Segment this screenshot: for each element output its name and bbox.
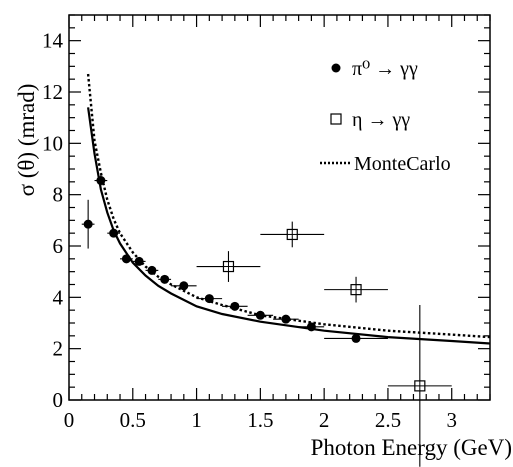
x-tick-label: 0: [64, 408, 75, 432]
x-axis-title: Photon Energy (GeV): [311, 435, 512, 460]
x-tick-label: 2: [319, 408, 330, 432]
y-tick-label: 4: [53, 285, 64, 309]
filled-circle-marker: [255, 310, 265, 320]
y-tick-label: 0: [53, 388, 64, 412]
filled-circle-marker: [96, 176, 106, 186]
filled-circle-marker: [109, 228, 119, 238]
y-tick-label: 6: [53, 234, 64, 258]
pi0-data-point: [222, 301, 248, 311]
legend-entry-montecarlo: MonteCarlo: [320, 153, 451, 175]
legend-marker-open-square: [330, 113, 342, 125]
fit-curves: [86, 73, 491, 345]
pi0-data-point: [81, 199, 95, 249]
y-tick-label: 8: [53, 183, 64, 207]
y-tick-label: 14: [42, 29, 64, 53]
pi0-data-point: [94, 175, 108, 186]
legend-label-montecarlo: MonteCarlo: [354, 153, 451, 175]
pi0-data-point: [324, 333, 388, 343]
eta-data-point: [324, 276, 388, 303]
x-tick-label: 1: [191, 408, 202, 432]
eta-data-point: [196, 251, 261, 282]
pi0-data-point: [273, 314, 299, 324]
filled-circle-marker: [281, 314, 291, 324]
y-tick-label: 12: [42, 80, 63, 104]
y-axis-title: σ (θ) (mrad): [14, 84, 39, 197]
pi0-data-point: [171, 281, 197, 291]
axis-ticks: [68, 14, 491, 401]
pi0-data-point: [158, 274, 172, 284]
filled-circle-marker: [306, 322, 316, 332]
y-tick-label: 2: [53, 337, 64, 361]
legend: π⁰ → γγ η → γγ MonteCarlo: [320, 58, 451, 175]
filled-circle-marker: [121, 254, 131, 264]
montecarlo-curve: [86, 73, 491, 339]
fit-curve: [87, 107, 491, 345]
legend-entry-pi0: π⁰ → γγ: [331, 58, 418, 80]
legend-entry-eta: η → γγ: [330, 109, 410, 131]
filled-circle-marker: [83, 219, 93, 229]
eta-data-point: [260, 221, 325, 248]
filled-circle-marker: [230, 301, 240, 311]
pi0-data-point: [107, 228, 121, 238]
legend-marker-filled-circle: [331, 63, 341, 73]
x-tick-label: 2.5: [375, 408, 401, 432]
filled-circle-marker: [147, 265, 157, 275]
filled-circle-marker: [134, 256, 144, 266]
legend-label-eta: η → γγ: [352, 109, 410, 131]
x-tick-label: 1.5: [247, 408, 273, 432]
legend-label-pi0: π⁰ → γγ: [352, 58, 418, 80]
filled-circle-marker: [204, 294, 214, 304]
filled-circle-marker: [179, 281, 189, 291]
pi0-data-point: [120, 254, 133, 264]
axis-tick-labels: 0 0.5 1 1.5 2 2.5 3 0 2 4 6 8 10 12 14: [42, 29, 457, 432]
eta-data-point: [387, 305, 452, 467]
filled-circle-marker: [351, 333, 361, 343]
data-points: [81, 175, 452, 467]
x-tick-label: 0.5: [120, 408, 146, 432]
pi0-data-point: [132, 256, 146, 266]
pi0-data-point: [298, 322, 325, 332]
filled-circle-marker: [160, 274, 170, 284]
pi0-data-point: [196, 294, 223, 304]
pi0-data-point: [247, 310, 274, 320]
y-tick-label: 10: [42, 131, 63, 155]
pi0-data-point: [145, 265, 159, 275]
x-tick-label: 3: [446, 408, 457, 432]
